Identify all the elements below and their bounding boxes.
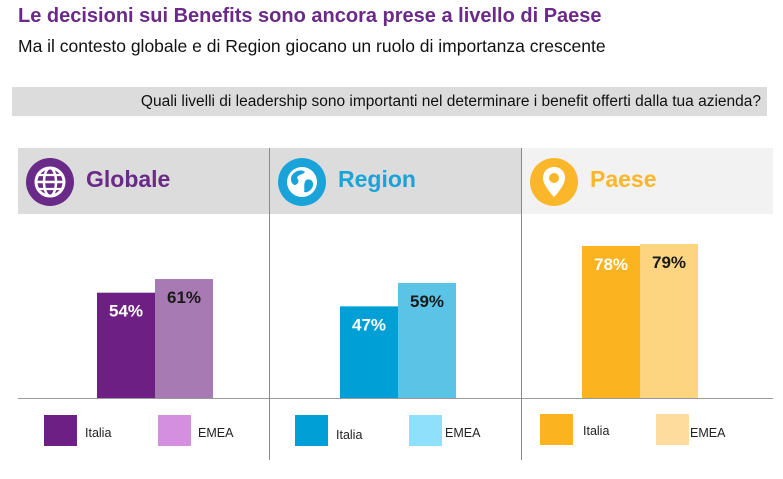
data-label-emea-paese: 79%	[652, 253, 686, 272]
legend-label-italia: Italia	[336, 428, 363, 442]
legend-swatch-emea	[656, 414, 689, 445]
panel-divider	[521, 148, 522, 460]
survey-question: Quali livelli di leadership sono importa…	[12, 87, 767, 116]
page-subtitle: Ma il contesto globale e di Region gioca…	[18, 36, 606, 56]
legend-swatch-italia	[295, 415, 328, 446]
data-label-italia-region: 47%	[352, 315, 386, 334]
panel-label-paese: Paese	[590, 166, 657, 192]
legend-label-emea: EMEA	[445, 426, 481, 440]
bar-italia-paese	[582, 245, 640, 398]
bar-italia-globale	[97, 292, 155, 398]
legend-swatch-emea	[158, 415, 191, 446]
legend-label-emea: EMEA	[690, 426, 726, 440]
panel-header-paese: Paese	[522, 148, 773, 214]
chart-baseline	[18, 398, 269, 399]
legend-swatch-italia	[540, 414, 573, 445]
legend-label-italia: Italia	[583, 424, 610, 438]
globe-icon	[26, 158, 74, 206]
legend-label-emea: EMEA	[198, 426, 234, 440]
bar-italia-region	[340, 306, 398, 398]
data-label-italia-globale: 54%	[109, 302, 143, 321]
bar-emea-globale	[155, 279, 213, 398]
legend-swatch-emea	[409, 415, 442, 446]
chart-baseline	[270, 398, 521, 399]
data-label-emea-globale: 61%	[167, 288, 201, 307]
panel-divider	[269, 148, 270, 460]
bar-emea-paese	[640, 243, 698, 398]
legend-label-italia: Italia	[85, 426, 112, 440]
panel-label-region: Region	[338, 166, 416, 192]
panel-header-globale: Globale	[18, 148, 269, 214]
page-title: Le decisioni sui Benefits sono ancora pr…	[18, 5, 602, 27]
data-label-italia-paese: 78%	[594, 255, 628, 274]
chart-baseline	[522, 398, 773, 399]
bar-emea-region	[398, 282, 456, 398]
panel-header-region: Region	[270, 148, 521, 214]
earth-icon	[278, 158, 326, 206]
data-label-emea-region: 59%	[410, 292, 444, 311]
location-pin-icon	[530, 158, 578, 206]
panel-label-globale: Globale	[86, 166, 171, 192]
legend-swatch-italia	[44, 415, 77, 446]
